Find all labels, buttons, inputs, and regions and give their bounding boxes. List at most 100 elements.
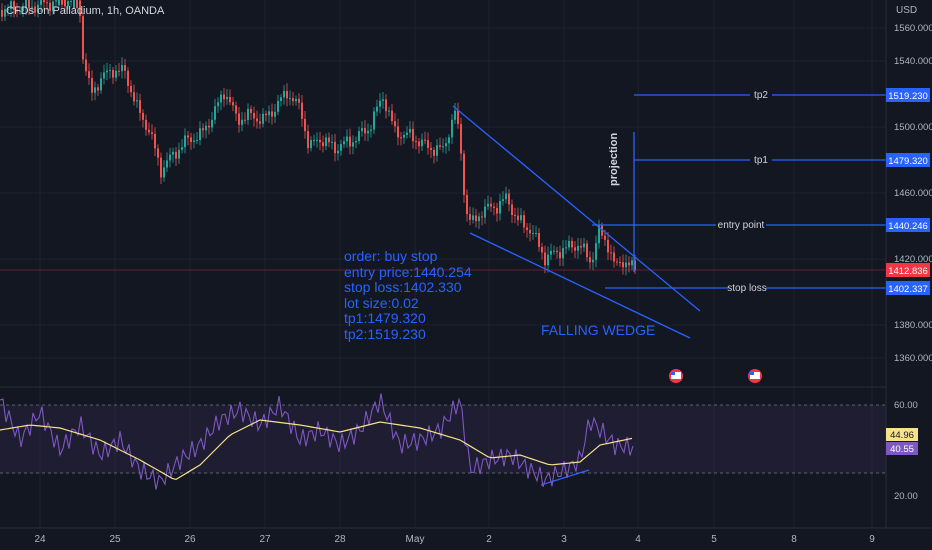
candle-body bbox=[427, 140, 429, 148]
candle-body bbox=[49, 2, 51, 11]
candle-body bbox=[178, 149, 180, 159]
price-tick: 1540.000 bbox=[894, 56, 932, 67]
candle-body bbox=[409, 128, 411, 133]
order-lot-size: lot size:0.02 bbox=[344, 294, 419, 311]
candle-body bbox=[343, 141, 345, 145]
wedge-upper-trendline[interactable] bbox=[452, 105, 701, 312]
candle-body bbox=[106, 70, 108, 73]
candle-body bbox=[490, 203, 492, 207]
candle-body bbox=[130, 85, 132, 93]
candle-body bbox=[34, 6, 36, 13]
candle-body bbox=[451, 119, 453, 138]
candle-body bbox=[235, 105, 237, 114]
candle-body bbox=[43, 0, 45, 3]
candle-body bbox=[40, 0, 42, 5]
time-label: May bbox=[406, 534, 425, 545]
candle-body bbox=[469, 214, 471, 220]
candle-body bbox=[628, 262, 630, 266]
candle-body bbox=[295, 98, 297, 102]
candle-body bbox=[421, 139, 423, 147]
candle-body bbox=[385, 99, 387, 112]
time-label: 24 bbox=[34, 534, 46, 545]
candle-body bbox=[46, 2, 48, 4]
candle-body bbox=[181, 147, 183, 150]
current-price-tag: 1412.836 bbox=[888, 266, 928, 277]
price-tick: 1420.000 bbox=[894, 254, 932, 265]
candle-body bbox=[169, 154, 171, 161]
economic-event-flag-icon[interactable] bbox=[748, 369, 762, 383]
candle-body bbox=[244, 119, 246, 121]
stop-loss-label: stop loss bbox=[727, 283, 766, 294]
candle-body bbox=[97, 87, 99, 91]
candle-body bbox=[430, 147, 432, 150]
candle-body bbox=[358, 131, 360, 142]
candle-body bbox=[355, 141, 357, 143]
candle-body bbox=[391, 110, 393, 122]
candle-body bbox=[64, 0, 66, 7]
rsi-line bbox=[0, 393, 634, 490]
candle-body bbox=[193, 140, 195, 142]
time-label: 25 bbox=[109, 534, 121, 545]
candle-body bbox=[1, 10, 3, 17]
price-tick: 1380.000 bbox=[894, 320, 932, 331]
candle-body bbox=[499, 200, 501, 214]
projection-label[interactable]: projection bbox=[608, 132, 620, 186]
candle-body bbox=[28, 0, 30, 8]
candle-body bbox=[400, 137, 402, 139]
order-type: order: buy stop bbox=[344, 248, 438, 264]
candle-body bbox=[253, 112, 255, 119]
candle-body bbox=[70, 1, 72, 3]
candle-body bbox=[478, 216, 480, 222]
order-stop-loss: stop loss:1402.330 bbox=[344, 279, 462, 296]
wedge-lower-trendline[interactable] bbox=[469, 232, 691, 339]
candle-body bbox=[304, 118, 306, 132]
candle-body bbox=[184, 135, 186, 148]
rsi-ma-line bbox=[0, 419, 633, 481]
candle-body bbox=[616, 261, 618, 263]
order-note[interactable]: order: buy stop entry price:1440.254 sto… bbox=[344, 248, 472, 343]
candle-body bbox=[82, 16, 84, 60]
rsi-trendline[interactable] bbox=[540, 469, 590, 486]
price-tick: 1500.000 bbox=[894, 122, 932, 133]
line-labels: tp2 tp1 entry point stop loss bbox=[716, 88, 772, 294]
candle-body bbox=[307, 131, 309, 149]
price-axis[interactable]: 1560.000 1540.000 1500.000 1460.000 1420… bbox=[885, 0, 932, 528]
rsi-pane[interactable] bbox=[0, 393, 886, 490]
rsi-value-tag: 40.55 bbox=[890, 444, 914, 455]
falling-wedge-label[interactable]: FALLING WEDGE bbox=[541, 322, 656, 338]
candle-body bbox=[151, 132, 153, 134]
candle-body bbox=[13, 1, 15, 10]
time-label: 3 bbox=[561, 534, 567, 545]
candle-body bbox=[328, 137, 330, 143]
candle-body bbox=[484, 206, 486, 218]
candle-body bbox=[631, 260, 633, 266]
candle-body bbox=[286, 90, 288, 99]
rsi-tick: 20.00 bbox=[894, 491, 918, 502]
economic-event-flag-icon[interactable] bbox=[669, 369, 683, 383]
candle-body bbox=[277, 101, 279, 112]
time-axis[interactable]: 24 25 26 27 28 May 2 3 4 5 8 9 bbox=[0, 527, 932, 545]
candle-body bbox=[310, 139, 312, 149]
price-tick: 1460.000 bbox=[894, 188, 932, 199]
candle-body bbox=[514, 215, 516, 217]
time-label: 27 bbox=[259, 534, 271, 545]
candle-body bbox=[424, 139, 426, 141]
symbol-title[interactable]: CFDs on Palladium, 1h, OANDA bbox=[6, 5, 165, 17]
candle-body bbox=[247, 108, 249, 121]
candle-body bbox=[397, 126, 399, 138]
time-label: 4 bbox=[635, 534, 641, 545]
candle-body bbox=[67, 1, 69, 7]
candle-body bbox=[346, 136, 348, 142]
candle-body bbox=[298, 98, 300, 103]
time-label: 28 bbox=[334, 534, 346, 545]
candle-body bbox=[241, 119, 243, 125]
candle-body bbox=[532, 233, 534, 235]
candle-body bbox=[337, 150, 339, 154]
price-tick: 1360.000 bbox=[894, 353, 932, 364]
candle-body bbox=[124, 65, 126, 71]
candle-body bbox=[283, 90, 285, 98]
candle-body bbox=[580, 245, 582, 248]
candle-body bbox=[508, 193, 510, 205]
candle-body bbox=[322, 142, 324, 147]
